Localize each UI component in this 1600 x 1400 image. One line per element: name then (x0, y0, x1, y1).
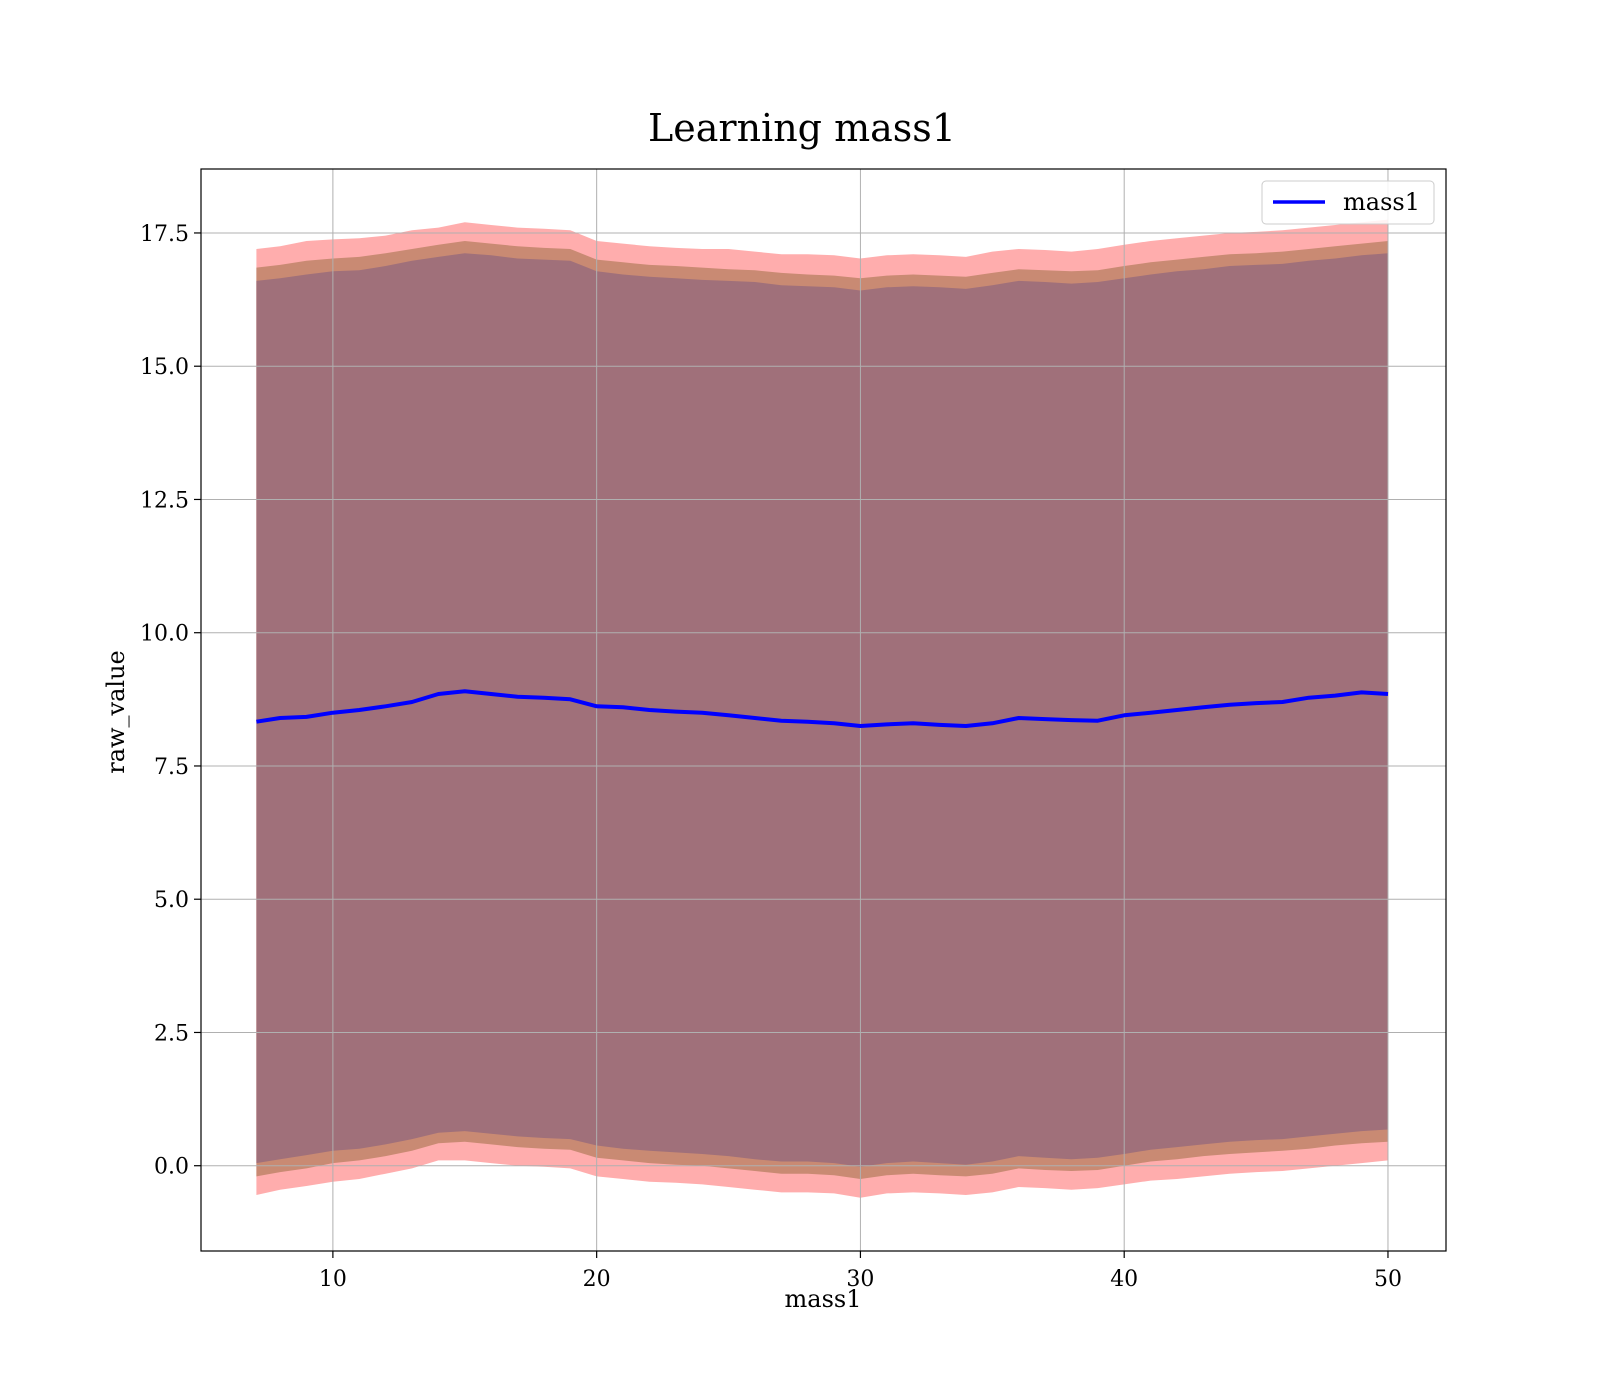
confidence-bands (256, 219, 1388, 1198)
x-axis-ticks: 10 20 30 40 50 (319, 1251, 1402, 1292)
y-tick-label: 5.0 (154, 888, 189, 913)
y-tick-label: 0.0 (154, 1155, 189, 1180)
y-axis-label: raw_value (102, 650, 130, 774)
series-line-mass1 (256, 689, 1389, 728)
y-tick-label: 12.5 (140, 488, 189, 513)
y-tick-label: 7.5 (154, 755, 189, 780)
y-tick-label: 17.5 (140, 222, 189, 247)
grid-lines (201, 169, 1446, 1251)
x-tick-label: 50 (1374, 1267, 1402, 1292)
legend-label: mass1 (1343, 188, 1420, 216)
x-tick-label: 10 (319, 1267, 347, 1292)
y-tick-label: 10.0 (140, 622, 189, 647)
y-tick-label: 15.0 (140, 355, 189, 380)
y-tick-label: 2.5 (154, 1021, 189, 1046)
x-tick-label: 30 (846, 1267, 874, 1292)
legend-box (1261, 180, 1435, 225)
plot-area-frame (200, 168, 1447, 1252)
y-axis-ticks: 0.0 2.5 5.0 7.5 10.0 12.5 15.0 17.5 (140, 222, 201, 1180)
band-2 (256, 253, 1388, 1167)
chart-title: Learning mass1 (648, 106, 956, 150)
legend: mass1 (1261, 180, 1435, 225)
x-tick-label: 20 (583, 1267, 611, 1292)
x-axis-label: mass1 (785, 1285, 862, 1313)
series-lines (256, 689, 1389, 728)
x-tick-label: 40 (1110, 1267, 1138, 1292)
